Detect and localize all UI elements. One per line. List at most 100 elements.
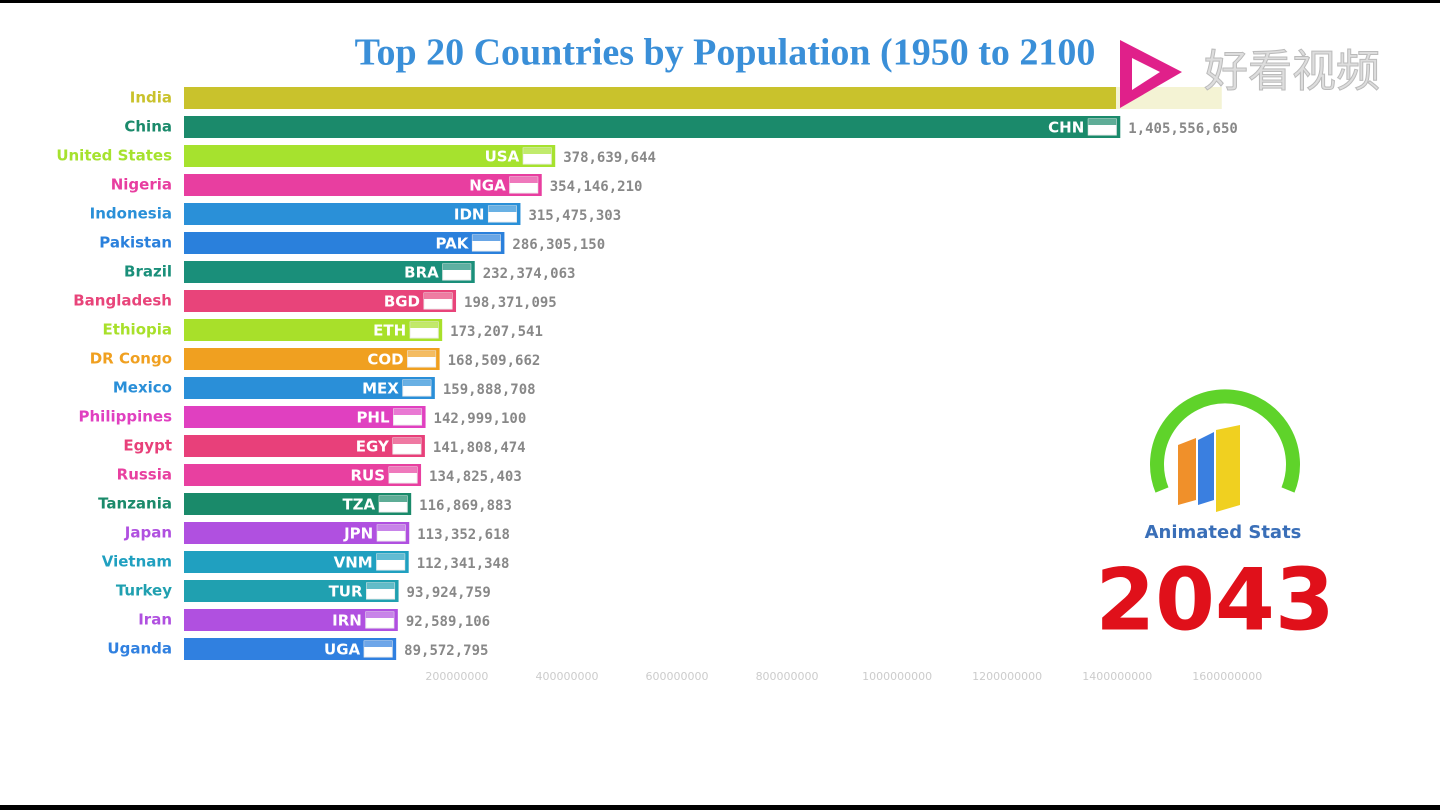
value-label: 113,352,618 bbox=[417, 527, 510, 543]
category-label: Philippines bbox=[79, 408, 173, 426]
value-label: 315,475,303 bbox=[528, 208, 621, 224]
logo-shape bbox=[1216, 425, 1240, 512]
category-label: Mexico bbox=[113, 379, 172, 397]
country-code: UGA bbox=[324, 641, 360, 659]
category-label: Bangladesh bbox=[73, 292, 172, 310]
value-label: 112,341,348 bbox=[417, 556, 510, 572]
bar bbox=[184, 464, 422, 486]
bar bbox=[184, 406, 426, 428]
flag-stripe bbox=[376, 554, 405, 560]
flag-stripe bbox=[488, 206, 517, 212]
flag-stripe bbox=[523, 148, 552, 154]
value-label: 89,572,795 bbox=[404, 643, 488, 659]
country-code: ETH bbox=[373, 322, 406, 340]
flag-stripe bbox=[389, 467, 418, 473]
bar bbox=[184, 203, 521, 225]
flag-stripe bbox=[410, 322, 439, 328]
category-label: Turkey bbox=[116, 582, 172, 600]
bar bbox=[184, 377, 435, 399]
bar bbox=[184, 116, 1121, 138]
flag-stripe bbox=[365, 612, 394, 618]
flag-stripe bbox=[377, 525, 406, 531]
value-label: 134,825,403 bbox=[429, 469, 522, 485]
bar bbox=[184, 319, 443, 341]
category-label: DR Congo bbox=[90, 350, 172, 368]
x-tick-label: 1400000000 bbox=[1082, 670, 1152, 683]
logo-text: Animated Stats bbox=[1145, 522, 1302, 543]
category-label: Pakistan bbox=[99, 234, 172, 252]
flag-stripe bbox=[472, 235, 501, 241]
country-code: MEX bbox=[362, 380, 399, 398]
bar bbox=[184, 174, 542, 196]
x-tick-label: 1000000000 bbox=[862, 670, 932, 683]
value-label: 354,146,210 bbox=[550, 179, 643, 195]
logo-shape bbox=[1198, 432, 1214, 505]
value-label: 92,589,106 bbox=[406, 614, 490, 630]
category-label: United States bbox=[56, 147, 172, 165]
bar bbox=[184, 232, 505, 254]
x-tick-label: 800000000 bbox=[756, 670, 819, 683]
watermark-icon bbox=[1132, 58, 1160, 90]
country-code: PHL bbox=[356, 409, 390, 427]
value-label: 198,371,095 bbox=[464, 295, 557, 311]
flag-stripe bbox=[442, 264, 471, 270]
category-label: Nigeria bbox=[111, 176, 172, 194]
value-label: 232,374,063 bbox=[483, 266, 576, 282]
country-code: USA bbox=[485, 148, 520, 166]
flag-stripe bbox=[1088, 119, 1117, 125]
value-label: 116,869,883 bbox=[419, 498, 512, 514]
country-code: IRN bbox=[332, 612, 362, 630]
flag-stripe bbox=[379, 496, 408, 502]
value-label: 168,509,662 bbox=[448, 353, 541, 369]
value-label: 141,808,474 bbox=[433, 440, 526, 456]
x-tick-label: 600000000 bbox=[646, 670, 709, 683]
value-label: 142,999,100 bbox=[434, 411, 527, 427]
year-label: 2043 bbox=[1095, 550, 1334, 650]
country-code: RUS bbox=[351, 467, 386, 485]
bar bbox=[184, 522, 410, 544]
category-label: Russia bbox=[117, 466, 172, 484]
watermark-text: 好看视频 bbox=[1204, 46, 1380, 97]
country-code: BRA bbox=[404, 264, 439, 282]
bars: 200000000 400000000 600000000 800000000 1000… bbox=[56, 87, 1262, 683]
country-code: JPN bbox=[343, 525, 373, 543]
value-label: 159,888,708 bbox=[443, 382, 536, 398]
country-code: NGA bbox=[469, 177, 506, 195]
bar bbox=[184, 551, 409, 573]
x-tick-label: 1200000000 bbox=[972, 670, 1042, 683]
category-label: Vietnam bbox=[102, 553, 172, 571]
country-code: VNM bbox=[334, 554, 373, 572]
value-label: 286,305,150 bbox=[512, 237, 605, 253]
bar bbox=[184, 290, 457, 312]
flag-stripe bbox=[424, 293, 453, 299]
category-label: Indonesia bbox=[90, 205, 172, 223]
category-label: India bbox=[130, 89, 172, 107]
value-label: 93,924,759 bbox=[407, 585, 491, 601]
country-code: CHN bbox=[1048, 119, 1084, 137]
country-code: BGD bbox=[384, 293, 420, 311]
category-label: Egypt bbox=[123, 437, 172, 455]
value-label: 173,207,541 bbox=[450, 324, 543, 340]
flag-stripe bbox=[364, 641, 393, 647]
bar bbox=[184, 609, 398, 631]
country-code: TZA bbox=[342, 496, 375, 514]
category-label: Brazil bbox=[124, 263, 172, 281]
country-code: TUR bbox=[329, 583, 363, 601]
bar bbox=[184, 435, 425, 457]
bar bbox=[184, 638, 397, 660]
flag-stripe bbox=[402, 380, 431, 386]
bar bbox=[184, 261, 475, 283]
flag-stripe bbox=[366, 583, 395, 589]
x-tick-label: 200000000 bbox=[425, 670, 488, 683]
bar bbox=[184, 145, 556, 167]
logo-arc bbox=[1150, 389, 1300, 493]
bar bbox=[184, 348, 440, 370]
category-label: China bbox=[124, 118, 172, 136]
bar bbox=[184, 87, 1222, 109]
flag-stripe bbox=[407, 351, 436, 357]
value-label: 1,405,556,650 bbox=[1128, 121, 1238, 137]
category-label: Tanzania bbox=[98, 495, 172, 513]
x-tick-label: 1600000000 bbox=[1192, 670, 1262, 683]
flag-stripe bbox=[393, 409, 422, 415]
